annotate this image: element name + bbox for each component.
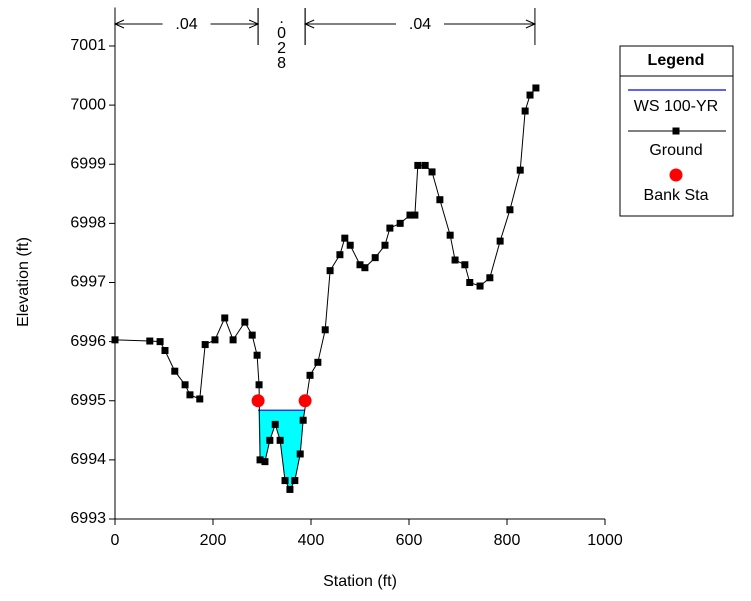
- x-tick-label: 1000: [587, 532, 623, 549]
- n-value: .028: [273, 10, 290, 70]
- legend-title: Legend: [648, 52, 705, 69]
- bank-station: [298, 394, 312, 408]
- ground-point: [386, 224, 394, 232]
- y-tick-label: 6993: [70, 510, 106, 527]
- ground-point: [111, 336, 119, 344]
- ground-point: [428, 168, 436, 176]
- ground-point: [296, 450, 304, 458]
- ground-point: [196, 395, 204, 403]
- ground-point: [446, 231, 454, 239]
- ground-point: [248, 331, 256, 339]
- ground-point: [451, 256, 459, 264]
- x-tick-label: 400: [298, 532, 325, 549]
- x-tick-label: 800: [494, 532, 521, 549]
- ground-point: [516, 166, 524, 174]
- y-tick-label: 7000: [70, 96, 106, 113]
- ground-point: [229, 336, 237, 344]
- y-axis-label: Elevation (ft): [15, 237, 32, 327]
- ground-point: [506, 206, 514, 214]
- ground-point: [241, 318, 249, 326]
- y-tick-label: 7001: [70, 37, 106, 54]
- n-arrowhead: [525, 19, 537, 29]
- x-tick-label: 200: [200, 532, 227, 549]
- ground-point: [321, 326, 329, 334]
- ground-point: [526, 91, 534, 99]
- x-tick-label: 0: [111, 532, 120, 549]
- ground-point: [532, 84, 540, 92]
- ground-point: [221, 314, 229, 322]
- legend-label: Ground: [649, 142, 702, 159]
- ground-point: [326, 267, 334, 275]
- ground-point: [299, 416, 307, 424]
- legend-label: WS 100-YR: [634, 98, 718, 115]
- n-arrowhead: [113, 19, 125, 29]
- ground-point: [276, 436, 284, 444]
- ground-point: [336, 251, 344, 259]
- y-tick-label: 6995: [70, 392, 106, 409]
- ground-point: [356, 261, 364, 269]
- ground-point: [341, 234, 349, 242]
- ground-point: [281, 477, 289, 485]
- x-axis-label: Station (ft): [323, 573, 397, 590]
- ground-point: [421, 161, 429, 169]
- bank-station: [251, 394, 265, 408]
- ground-point: [271, 420, 279, 428]
- legend-ground-marker: [672, 127, 680, 135]
- ground-point: [171, 367, 179, 375]
- ground-point: [146, 337, 154, 345]
- ground-point: [406, 211, 414, 219]
- ground-point: [261, 458, 269, 466]
- ground-point: [181, 381, 189, 389]
- x-tick-label: 600: [396, 532, 423, 549]
- ground-point: [291, 477, 299, 485]
- n-value: .04: [175, 16, 197, 33]
- y-tick-label: 6998: [70, 215, 106, 232]
- ground-point: [521, 107, 529, 115]
- ground-point: [436, 196, 444, 204]
- y-tick-label: 6996: [70, 333, 106, 350]
- ground-point: [371, 254, 379, 262]
- legend-bank-marker: [669, 168, 683, 182]
- n-value: .04: [409, 16, 431, 33]
- ground-point: [286, 485, 294, 493]
- n-arrowhead: [303, 19, 315, 29]
- ground-point: [496, 237, 504, 245]
- ground-point: [161, 346, 169, 354]
- ground-point: [414, 161, 422, 169]
- ground-point: [211, 336, 219, 344]
- ground-point: [256, 456, 264, 464]
- ground-point: [253, 351, 261, 359]
- ground-point: [461, 261, 469, 269]
- ground-point: [255, 381, 263, 389]
- y-tick-label: 6999: [70, 155, 106, 172]
- ground-point: [361, 264, 369, 272]
- ground-point: [486, 274, 494, 282]
- ground-point: [346, 241, 354, 249]
- ground-point: [396, 219, 404, 227]
- ground-point: [201, 341, 209, 349]
- ground-point: [466, 278, 474, 286]
- legend-label: Bank Sta: [644, 187, 709, 204]
- ground-point: [186, 391, 194, 399]
- ground-line: [114, 87, 537, 491]
- ground-point: [266, 436, 274, 444]
- ground-point: [381, 241, 389, 249]
- ground-point: [476, 282, 484, 290]
- ground-point: [314, 358, 322, 366]
- y-tick-label: 6994: [70, 451, 106, 468]
- y-tick-label: 6997: [70, 274, 106, 291]
- ground-point: [306, 371, 314, 379]
- ground-point: [411, 211, 419, 219]
- ground-point: [156, 338, 164, 346]
